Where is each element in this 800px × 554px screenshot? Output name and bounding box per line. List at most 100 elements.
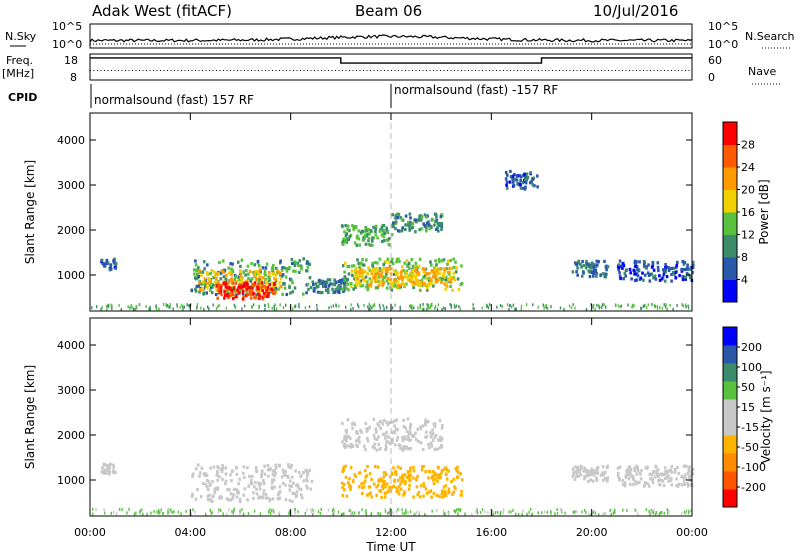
velocity-cell [601,471,604,475]
power-ground-cell [542,303,544,307]
power-cell [636,268,639,272]
power-cell [401,275,404,279]
power-ground-cell [411,307,413,311]
velocity-cell [402,493,405,497]
power-colorbar-swatch [723,167,737,190]
power-cell [628,267,632,271]
velocity-cell [282,470,285,475]
velocity-cell [194,497,198,501]
power-cell [241,287,245,291]
power-cell [242,282,246,286]
velocity-cell [412,476,415,480]
velocity-ground-cell [683,510,686,514]
power-cell [386,269,389,273]
velocity-cell [430,444,434,448]
power-cell [635,272,639,276]
power-cell [257,272,261,276]
power-cell [440,259,444,263]
power-cell [408,228,411,232]
power-cell [394,222,397,226]
power-cell [237,285,241,289]
velocity-ground-cell [370,511,373,515]
velocity-cell [401,439,405,443]
power-cell [395,257,399,262]
power-ground-cell [545,305,548,309]
velocity-cell [227,498,230,502]
power-cell [354,266,358,270]
power-ground-cell [155,304,157,308]
power-ground-cell [681,303,683,307]
power-cell [362,269,366,273]
velocity-cell [305,474,309,478]
power-cell [343,230,346,234]
velocity-ground-cell [173,510,175,514]
velocity-cell [206,494,210,498]
power-cell [288,285,291,289]
power-cell [605,268,608,272]
power-cell [372,275,375,279]
power-cell [452,257,455,261]
velocity-cell [596,471,600,475]
velocity-ground-cell [592,510,595,514]
velocity-cell [646,465,649,469]
power-cell [447,277,450,281]
power-cell [239,274,243,278]
colorbar-tick-label: 100 [741,361,762,374]
velocity-cell [444,493,448,498]
velocity-cell [271,478,274,482]
velocity-cell [263,472,267,476]
power-cell [220,269,224,273]
velocity-cell [459,472,462,476]
power-cell [313,289,316,293]
power-cell [240,277,243,281]
power-cell [664,270,667,274]
power-ground-cell [669,303,671,307]
power-cell [400,269,403,273]
velocity-ground-cell [471,512,473,516]
velocity-ground-cell [447,512,450,516]
power-cell [430,225,433,230]
velocity-cell [680,483,684,487]
power-cell [424,215,428,219]
velocity-cell [409,422,412,426]
velocity-cell [457,470,460,474]
power-cell [261,276,265,280]
power-cell [649,272,652,276]
power-cell [431,217,434,222]
velocity-cell [573,477,577,481]
velocity-cell [445,477,449,481]
velocity-cell [349,436,352,440]
velocity-cell [415,477,418,481]
power-ylabel: Slant Range [km] [23,160,37,264]
power-cell [435,215,438,219]
velocity-ground-cell [133,512,136,516]
power-cell [228,294,231,298]
velocity-cell [431,432,435,436]
power-ground-cell [441,307,443,311]
velocity-cell [366,493,369,497]
velocity-cell [224,472,228,476]
power-cell [592,274,595,278]
power-ground-cell [444,307,447,311]
power-ground-cell [506,303,509,307]
velocity-cell [591,479,595,483]
x-axis-label: Time UT [365,540,416,554]
power-cell [644,273,647,277]
velocity-cell [243,487,247,491]
power-cell [230,288,234,292]
power-cell [238,270,242,274]
velocity-cell [226,488,229,492]
power-cell [259,272,262,276]
velocity-cell [270,481,274,485]
velocity-cell [648,484,651,488]
power-ground-cell [544,304,547,308]
power-cell [428,223,431,227]
date-title: 10/Jul/2016 [593,2,678,20]
velocity-cell [412,469,416,473]
velocity-cell [274,466,278,470]
velocity-cell [683,482,686,487]
power-ground-cell [632,303,634,307]
power-cell [392,222,395,227]
